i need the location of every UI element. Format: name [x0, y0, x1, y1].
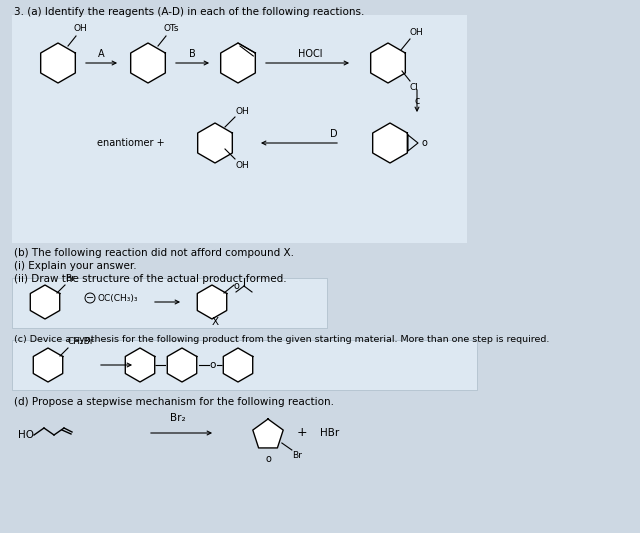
Polygon shape — [41, 43, 76, 83]
FancyBboxPatch shape — [12, 15, 467, 243]
Text: A: A — [98, 49, 104, 59]
Text: HO: HO — [18, 430, 34, 440]
Text: Br: Br — [65, 274, 75, 283]
Polygon shape — [223, 348, 253, 382]
FancyBboxPatch shape — [12, 340, 477, 390]
Text: −: − — [86, 293, 94, 303]
Polygon shape — [221, 43, 255, 83]
Polygon shape — [253, 419, 284, 448]
Text: D: D — [330, 129, 338, 139]
Polygon shape — [197, 285, 227, 319]
Text: HBr: HBr — [320, 428, 339, 438]
Text: (d) Propose a stepwise mechanism for the following reaction.: (d) Propose a stepwise mechanism for the… — [14, 397, 334, 407]
FancyBboxPatch shape — [12, 278, 327, 328]
Text: (ii) Draw the structure of the actual product formed.: (ii) Draw the structure of the actual pr… — [14, 274, 287, 284]
Text: (i) Explain your answer.: (i) Explain your answer. — [14, 261, 136, 271]
Text: B: B — [189, 49, 195, 59]
Text: (b) The following reaction did not afford compound X.: (b) The following reaction did not affor… — [14, 248, 294, 258]
Text: OH: OH — [74, 24, 88, 33]
Text: OH: OH — [410, 28, 424, 37]
Text: o: o — [210, 360, 216, 370]
Text: OTs: OTs — [164, 24, 179, 33]
Text: OC(CH₃)₃: OC(CH₃)₃ — [97, 294, 138, 303]
Text: enantiomer +: enantiomer + — [97, 138, 165, 148]
Text: o: o — [234, 281, 240, 291]
Polygon shape — [167, 348, 196, 382]
Text: Cl: Cl — [410, 83, 419, 92]
Text: OH: OH — [235, 107, 249, 116]
Polygon shape — [33, 348, 63, 382]
Polygon shape — [198, 123, 232, 163]
Text: Br: Br — [292, 451, 301, 460]
Text: Br₂: Br₂ — [170, 413, 186, 423]
Text: (c) Device a synthesis for the following product from the given starting materia: (c) Device a synthesis for the following… — [14, 335, 549, 344]
Polygon shape — [372, 123, 407, 163]
Text: c: c — [414, 96, 420, 106]
Text: +: + — [297, 426, 307, 440]
Polygon shape — [131, 43, 165, 83]
Polygon shape — [125, 348, 155, 382]
Text: OH: OH — [235, 161, 249, 170]
Text: o: o — [422, 138, 428, 148]
Text: o: o — [265, 454, 271, 464]
Polygon shape — [30, 285, 60, 319]
Text: 3. (a) Identify the reagents (A-D) in each of the following reactions.: 3. (a) Identify the reagents (A-D) in ea… — [14, 7, 364, 17]
Text: HOCl: HOCl — [298, 49, 323, 59]
Text: CH₂Br: CH₂Br — [68, 337, 95, 346]
Polygon shape — [371, 43, 405, 83]
Text: X: X — [211, 317, 219, 327]
